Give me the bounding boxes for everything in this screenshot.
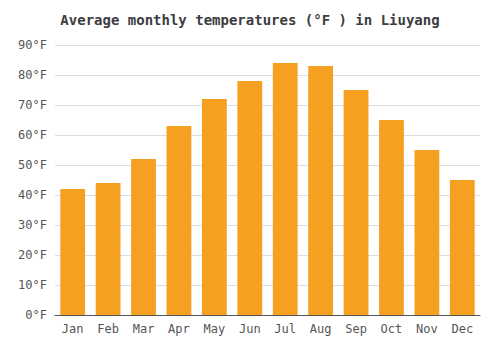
svg-text:Jul: Jul <box>274 322 296 336</box>
svg-text:Jun: Jun <box>239 322 261 336</box>
svg-text:Apr: Apr <box>168 322 190 336</box>
svg-text:40°F: 40°F <box>18 188 47 202</box>
svg-text:Nov: Nov <box>416 322 438 336</box>
svg-text:Average monthly temperatures (: Average monthly temperatures (°F ) in Li… <box>60 12 439 28</box>
svg-text:70°F: 70°F <box>18 98 47 112</box>
svg-text:20°F: 20°F <box>18 248 47 262</box>
svg-text:Feb: Feb <box>97 322 119 336</box>
svg-text:50°F: 50°F <box>18 158 47 172</box>
svg-text:Oct: Oct <box>381 322 403 336</box>
svg-text:Dec: Dec <box>451 322 473 336</box>
svg-text:Jan: Jan <box>62 322 84 336</box>
svg-text:90°F: 90°F <box>18 38 47 52</box>
svg-text:Sep: Sep <box>345 322 367 336</box>
svg-text:0°F: 0°F <box>25 308 47 322</box>
svg-text:Aug: Aug <box>310 322 332 336</box>
svg-text:Mar: Mar <box>133 322 155 336</box>
svg-text:30°F: 30°F <box>18 218 47 232</box>
svg-text:May: May <box>204 322 226 336</box>
svg-text:60°F: 60°F <box>18 128 47 142</box>
svg-text:10°F: 10°F <box>18 278 47 292</box>
svg-text:80°F: 80°F <box>18 68 47 82</box>
